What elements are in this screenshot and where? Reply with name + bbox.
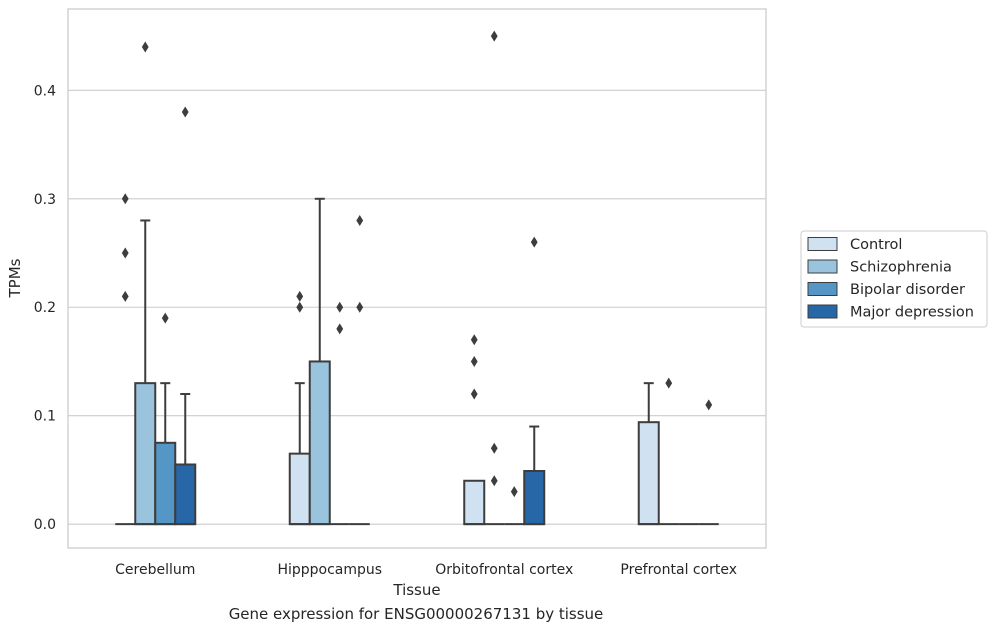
box [288, 382, 311, 526]
y-tick-label: 0.2 [34, 300, 56, 316]
legend-label: Schizophrenia [850, 260, 952, 276]
legend-swatch [807, 282, 838, 296]
legend: Control Schizophrenia Bipolar disorder Majo… [800, 230, 988, 328]
y-axis-label: TPMs [6, 258, 24, 298]
outlier-point [470, 334, 478, 346]
box [523, 425, 546, 526]
outlier-point [181, 106, 189, 118]
outlier-point [121, 290, 129, 302]
box [463, 479, 486, 526]
boxes [115, 197, 719, 526]
x-axis-label: Tissue [392, 581, 440, 599]
box [308, 197, 331, 526]
x-tick-label: Prefrontal cortex [620, 562, 737, 578]
y-tick-labels: 0.0 0.1 0.2 0.3 0.4 [34, 83, 56, 533]
outlier-point [490, 475, 498, 487]
outlier-point [510, 486, 518, 498]
x-tick-label: Hipppocampus [277, 562, 382, 578]
x-tick-label: Cerebellum [115, 562, 195, 578]
box [134, 219, 157, 526]
outlier-point [121, 247, 129, 259]
box-body [308, 360, 331, 526]
y-tick-label: 0.3 [34, 192, 56, 208]
y-tick-label: 0.0 [34, 517, 56, 533]
legend-label: Major depression [850, 305, 974, 321]
outlier-point [296, 301, 304, 313]
outlier-point [161, 312, 169, 324]
box-body [174, 463, 197, 526]
outlier-point [356, 214, 364, 226]
legend-swatch [807, 304, 838, 319]
box-body [637, 421, 660, 526]
box-body [288, 452, 311, 526]
outlier-point [490, 30, 498, 42]
legend-swatch [807, 237, 838, 251]
outlier-point [530, 236, 538, 248]
outlier-point [336, 301, 344, 313]
legend-label: Bipolar disorder [850, 282, 965, 298]
outlier-point [141, 41, 149, 53]
box [174, 393, 197, 526]
box [637, 382, 660, 526]
box-body [463, 479, 486, 526]
figure-caption: Gene expression for ENSG00000267131 by t… [228, 605, 604, 623]
legend-frame [800, 230, 988, 328]
box [154, 382, 177, 526]
outlier-point [336, 323, 344, 335]
legend-label: Control [850, 237, 902, 253]
outliers [121, 30, 713, 498]
y-tick-label: 0.4 [34, 83, 56, 99]
plot-frame [67, 8, 767, 549]
y-tick-label: 0.1 [34, 409, 56, 425]
outlier-point [296, 290, 304, 302]
outlier-point [490, 442, 498, 454]
outlier-point [705, 399, 713, 411]
outlier-point [470, 388, 478, 400]
box-body [523, 470, 546, 526]
x-tick-label: Orbitofrontal cortex [435, 562, 573, 578]
legend-swatch [807, 259, 838, 274]
outlier-point [665, 377, 673, 389]
x-tick-labels: Cerebellum Hipppocampus Orbitofrontal cort… [115, 562, 737, 578]
box-body [154, 441, 177, 526]
box-body [134, 382, 157, 526]
outlier-point [470, 355, 478, 367]
outlier-point [121, 193, 129, 205]
outlier-point [356, 301, 364, 313]
